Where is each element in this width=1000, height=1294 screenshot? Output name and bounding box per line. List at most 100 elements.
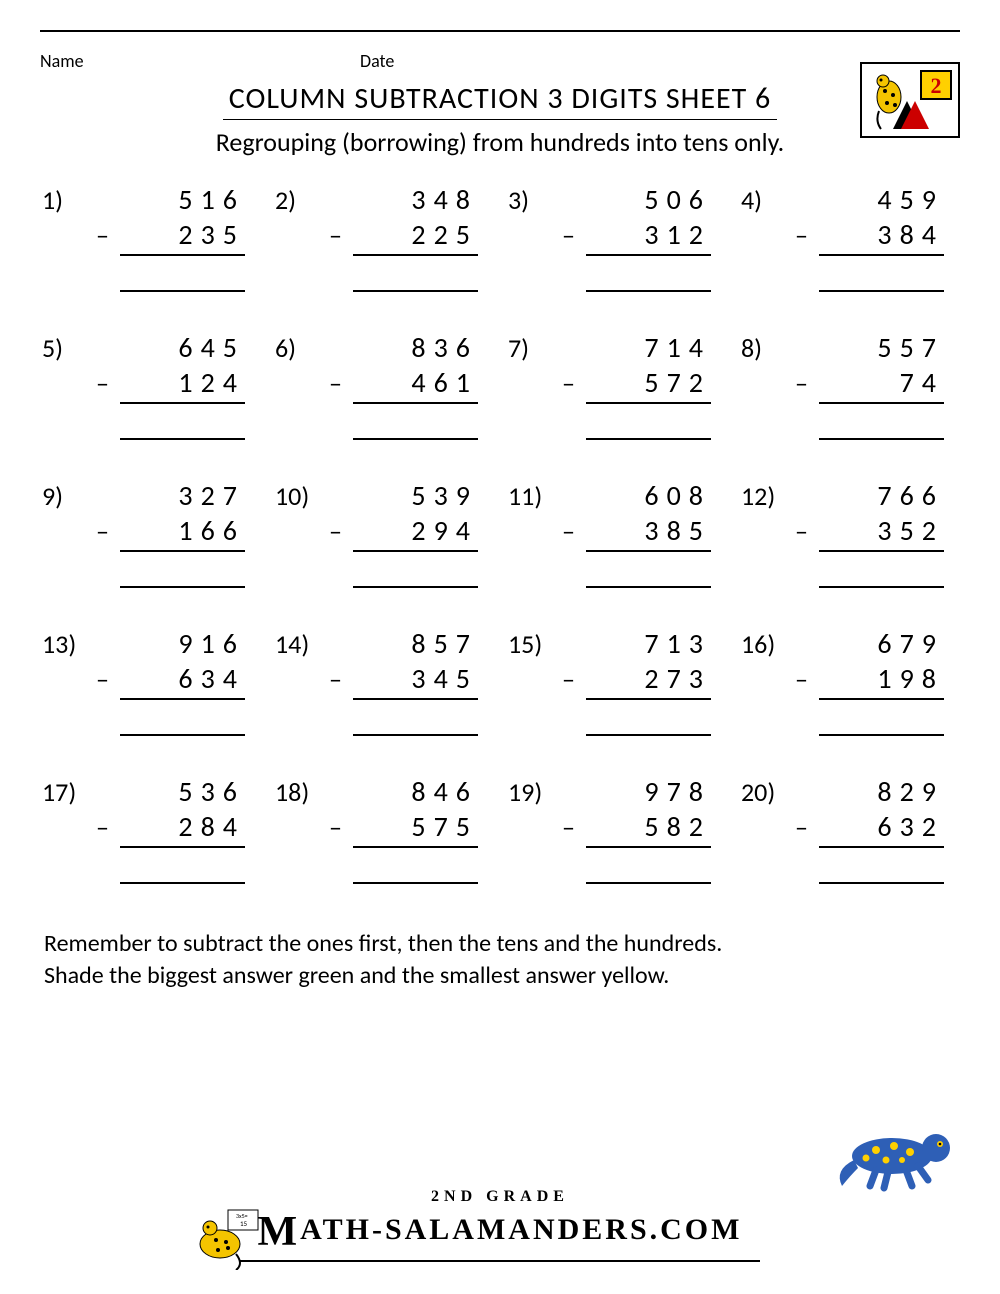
minus-sign: – [94, 219, 109, 251]
rule-line [586, 402, 711, 404]
problem: 13)916–634 [42, 626, 259, 736]
rule-line [586, 254, 711, 256]
problem: 8)557–74 [741, 330, 958, 440]
rule-line [586, 698, 711, 700]
logo-number: 2 [931, 73, 942, 98]
date-label: Date [360, 50, 394, 72]
answer-line [120, 734, 245, 736]
subtrahend: 235 [178, 217, 245, 252]
rule-line [120, 550, 245, 552]
problem-number: 15) [508, 626, 560, 660]
minuend: 829 [793, 774, 944, 809]
minus-sign: – [327, 811, 342, 843]
answer-line [819, 882, 944, 884]
problem-number: 13) [42, 626, 94, 660]
answer-line [586, 586, 711, 588]
rule-line [353, 698, 478, 700]
answer-line [353, 438, 478, 440]
grade-logo: 2 [860, 62, 960, 138]
rule-line [819, 550, 944, 552]
problem: 5)645–124 [42, 330, 259, 440]
rule-line [120, 846, 245, 848]
problem-number: 2) [275, 182, 327, 216]
rule-line [353, 254, 478, 256]
subtrahend: 632 [877, 809, 944, 844]
minus-sign: – [327, 663, 342, 695]
minus-sign: – [793, 663, 808, 695]
problem-number: 12) [741, 478, 793, 512]
answer-line [120, 882, 245, 884]
problem: 16)679–198 [741, 626, 958, 736]
problem-number: 6) [275, 330, 327, 364]
answer-line [586, 438, 711, 440]
problem: 11)608–385 [508, 478, 725, 588]
minus-sign: – [94, 811, 109, 843]
answer-line [120, 438, 245, 440]
problem: 9)327–166 [42, 478, 259, 588]
minus-sign: – [327, 367, 342, 399]
page-title: COLUMN SUBTRACTION 3 DIGITS SHEET 6 [223, 80, 778, 120]
rule-line [819, 402, 944, 404]
minuend: 916 [94, 626, 245, 661]
answer-line [120, 290, 245, 292]
minuend: 836 [327, 330, 478, 365]
answer-line [586, 882, 711, 884]
rule-line [819, 698, 944, 700]
subtrahend: 385 [644, 513, 711, 548]
minuend: 348 [327, 182, 478, 217]
rule-line [819, 846, 944, 848]
minuend: 459 [793, 182, 944, 217]
problem-number: 7) [508, 330, 560, 364]
problem-number: 11) [508, 478, 560, 512]
minuend: 978 [560, 774, 711, 809]
subtrahend: 582 [644, 809, 711, 844]
answer-line [819, 734, 944, 736]
footer-brand: MATH-SALAMANDERS.COM [258, 1208, 743, 1256]
minus-sign: – [327, 515, 342, 547]
problem-number: 1) [42, 182, 94, 216]
footer-grade: 2ND GRADE [0, 1188, 1000, 1206]
subtrahend: 461 [411, 365, 478, 400]
problem: 19)978–582 [508, 774, 725, 884]
problems-grid: 1)516–2352)348–2253)506–3124)459–3845)64… [40, 182, 960, 884]
problem: 3)506–312 [508, 182, 725, 292]
minuend: 516 [94, 182, 245, 217]
rule-line [353, 550, 478, 552]
subtrahend: 198 [877, 661, 944, 696]
subtrahend: 384 [877, 217, 944, 252]
subtrahend: 345 [411, 661, 478, 696]
minus-sign: – [560, 219, 575, 251]
minus-sign: – [94, 367, 109, 399]
answer-line [353, 882, 478, 884]
problem-number: 3) [508, 182, 560, 216]
rule-line [586, 550, 711, 552]
problem: 15)713–273 [508, 626, 725, 736]
footer: 2ND GRADE MATH-SALAMANDERS.COM [0, 1188, 1000, 1266]
problem: 2)348–225 [275, 182, 492, 292]
minuend: 679 [793, 626, 944, 661]
problem: 18)846–575 [275, 774, 492, 884]
problem-number: 5) [42, 330, 94, 364]
problem-number: 20) [741, 774, 793, 808]
problem: 4)459–384 [741, 182, 958, 292]
minuend: 536 [94, 774, 245, 809]
minuend: 506 [560, 182, 711, 217]
minus-sign: – [793, 811, 808, 843]
subtrahend: 124 [178, 365, 245, 400]
minus-sign: – [793, 515, 808, 547]
problem-number: 18) [275, 774, 327, 808]
minuend: 608 [560, 478, 711, 513]
minus-sign: – [793, 367, 808, 399]
subtrahend: 572 [644, 365, 711, 400]
rule-line [353, 402, 478, 404]
instruction-line-2: Shade the biggest answer green and the s… [44, 960, 956, 992]
instructions: Remember to subtract the ones first, the… [40, 928, 960, 993]
answer-line [586, 734, 711, 736]
page-subtitle: Regrouping (borrowing) from hundreds int… [40, 126, 960, 158]
subtrahend: 294 [411, 513, 478, 548]
problem: 12)766–352 [741, 478, 958, 588]
problem-number: 4) [741, 182, 793, 216]
answer-line [586, 290, 711, 292]
minuend: 327 [94, 478, 245, 513]
minus-sign: – [327, 219, 342, 251]
